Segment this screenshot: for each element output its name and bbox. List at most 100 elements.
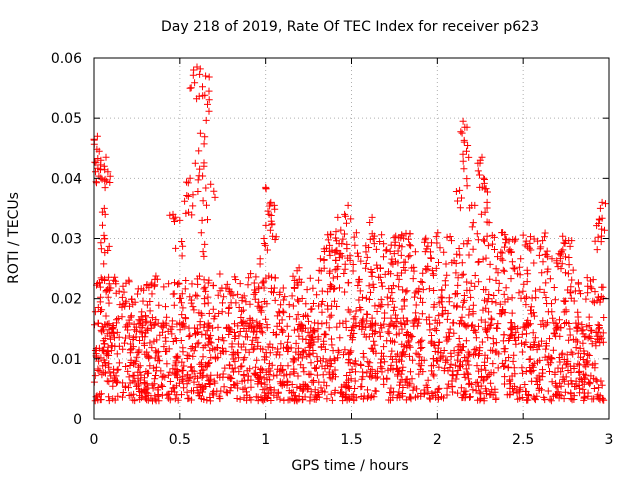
data-point — [576, 344, 584, 352]
data-point — [99, 337, 107, 345]
data-point — [194, 374, 201, 382]
data-point — [99, 362, 107, 370]
data-point — [159, 383, 167, 390]
data-point — [560, 377, 568, 385]
data-point — [507, 380, 514, 388]
data-point — [525, 392, 533, 399]
data-point — [382, 247, 390, 255]
data-point — [489, 360, 497, 368]
data-point — [565, 261, 573, 269]
data-point — [199, 248, 207, 256]
data-point — [190, 378, 198, 386]
data-point — [431, 325, 439, 333]
data-point — [565, 237, 573, 244]
data-point — [468, 223, 476, 231]
data-point — [260, 284, 268, 292]
data-point — [406, 343, 414, 351]
data-point — [388, 347, 396, 355]
data-point — [189, 71, 197, 79]
data-point — [231, 357, 239, 365]
data-point — [575, 369, 583, 376]
data-point — [122, 323, 130, 331]
data-point — [454, 389, 462, 397]
data-point — [420, 356, 428, 364]
data-point — [371, 328, 379, 335]
data-point — [460, 136, 468, 144]
data-point — [200, 252, 208, 260]
data-point — [345, 394, 353, 402]
data-point — [454, 281, 462, 289]
data-point — [443, 391, 451, 399]
data-point — [237, 314, 245, 321]
data-point — [501, 380, 508, 388]
data-point — [502, 236, 510, 244]
data-point — [242, 298, 250, 306]
data-point — [494, 269, 502, 277]
data-point — [171, 388, 179, 396]
data-point — [265, 360, 273, 368]
data-point — [241, 354, 249, 362]
data-point — [199, 353, 207, 361]
data-point — [122, 279, 130, 287]
data-point — [491, 246, 498, 253]
data-point — [154, 319, 162, 327]
data-point — [281, 293, 289, 301]
data-point — [246, 316, 254, 324]
data-point — [385, 329, 393, 337]
data-point — [533, 392, 541, 400]
data-point — [384, 328, 392, 336]
data-point — [585, 333, 593, 341]
data-point — [306, 339, 314, 347]
data-point — [180, 384, 188, 392]
data-point — [405, 381, 413, 389]
data-point — [401, 321, 409, 329]
data-point — [190, 367, 198, 375]
data-point — [460, 388, 468, 396]
data-point — [101, 184, 109, 192]
data-point — [299, 335, 307, 343]
data-point — [295, 297, 303, 305]
data-point — [299, 325, 307, 332]
data-point — [429, 270, 437, 278]
data-point — [497, 255, 505, 263]
data-point — [343, 372, 351, 379]
data-point — [166, 396, 174, 404]
data-point — [97, 308, 104, 315]
data-point — [593, 246, 601, 254]
data-point — [326, 363, 334, 371]
data-point — [203, 201, 210, 209]
data-point — [473, 362, 481, 370]
data-point — [480, 236, 488, 244]
data-point — [407, 333, 415, 341]
data-point — [580, 361, 588, 369]
data-point — [193, 383, 201, 391]
data-point — [469, 219, 477, 227]
data-point — [195, 92, 203, 100]
data-point — [205, 96, 213, 104]
data-point — [460, 298, 468, 306]
data-point — [387, 259, 395, 267]
data-point — [594, 321, 602, 329]
data-point — [419, 286, 427, 294]
data-point — [560, 297, 568, 305]
data-point — [346, 252, 354, 260]
data-point — [247, 383, 255, 391]
data-point — [133, 327, 141, 335]
data-point — [392, 311, 399, 319]
data-point — [191, 159, 199, 167]
data-point — [515, 333, 522, 341]
data-point — [314, 333, 322, 341]
data-point — [595, 384, 603, 392]
data-point — [599, 283, 607, 291]
data-point — [121, 339, 128, 347]
data-point — [378, 279, 385, 287]
data-point — [360, 392, 368, 400]
data-point — [500, 267, 508, 275]
data-point — [480, 179, 488, 187]
data-point — [471, 201, 479, 209]
data-point — [196, 165, 204, 173]
data-point — [565, 336, 573, 344]
data-point — [277, 325, 285, 333]
data-point — [548, 308, 556, 316]
data-point — [483, 204, 491, 212]
